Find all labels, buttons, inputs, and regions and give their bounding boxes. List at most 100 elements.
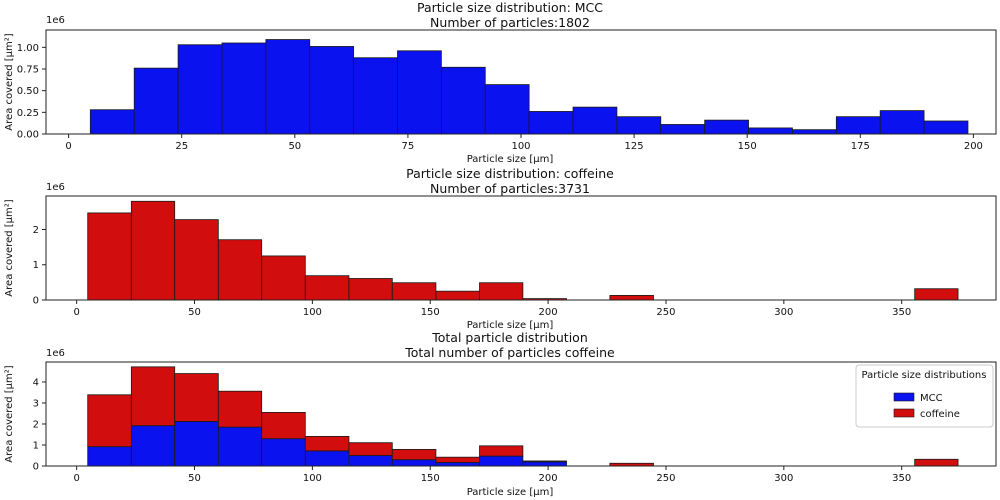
y-offset-label-total: 1e6 bbox=[46, 348, 65, 359]
x-tick-label-p1-3: 75 bbox=[402, 141, 415, 152]
bar-p1-mcc-8 bbox=[440, 66, 486, 135]
legend: Particle size distributions MCC coffeine bbox=[855, 364, 994, 428]
bar-p1-mcc-12 bbox=[616, 116, 662, 135]
chart-title-total: Total particle distribution bbox=[431, 330, 588, 345]
x-tick-label-p1-2: 50 bbox=[288, 141, 301, 152]
x-tick-label-p2-0: 0 bbox=[73, 307, 79, 318]
bar-p2-coffeine-19 bbox=[914, 288, 959, 301]
y-ticks-mcc: 0.00 0.25 0.50 0.75 1.00 bbox=[17, 43, 46, 141]
x-tick-label-p2-3: 150 bbox=[421, 307, 440, 318]
bar-p1-mcc-9 bbox=[484, 84, 530, 135]
bar-p1-mcc-13 bbox=[660, 124, 706, 135]
y-tick-label-p1-3: 0.75 bbox=[17, 65, 39, 76]
bar-p2-coffeine-2 bbox=[174, 219, 219, 301]
bar-p3-coffeine-19 bbox=[914, 458, 959, 467]
x-axis-label-coffeine: Particle size [µm] bbox=[467, 320, 554, 331]
bar-p1-mcc-6 bbox=[353, 57, 398, 135]
x-tick-label-p2-5: 250 bbox=[656, 307, 675, 318]
x-tick-label-p3-6: 300 bbox=[774, 473, 793, 484]
x-tick-label-p1-7: 175 bbox=[851, 141, 870, 152]
bar-p1-mcc-17 bbox=[835, 116, 881, 135]
bar-p1-mcc-11 bbox=[572, 106, 618, 135]
y-tick-label-p1-1: 0.25 bbox=[17, 108, 39, 119]
y-ticks-coffeine: 0 1 2 bbox=[33, 225, 46, 307]
x-tick-label-p3-0: 0 bbox=[73, 473, 79, 484]
x-axis-label-total: Particle size [µm] bbox=[467, 487, 554, 498]
bar-p3-mcc-0 bbox=[87, 446, 132, 467]
x-ticks-coffeine: 0 50 100 150 200 250 300 350 bbox=[73, 300, 911, 318]
y-tick-label-p1-0: 0.00 bbox=[17, 130, 39, 141]
x-tick-label-p3-5: 250 bbox=[656, 473, 675, 484]
y-axis-label-coffeine: Area covered [µm²] bbox=[4, 199, 15, 296]
x-tick-label-p3-4: 200 bbox=[539, 473, 558, 484]
bar-p1-mcc-3 bbox=[221, 42, 267, 135]
bar-p1-mcc-0 bbox=[89, 109, 135, 135]
y-tick-label-p2-1: 1 bbox=[33, 260, 39, 271]
x-tick-label-p3-1: 50 bbox=[188, 473, 201, 484]
bar-group-total bbox=[87, 366, 959, 467]
legend-title: Particle size distributions bbox=[862, 370, 987, 381]
bar-p3-coffeine-1 bbox=[130, 366, 176, 427]
legend-label-mcc: MCC bbox=[920, 393, 943, 404]
bar-p2-coffeine-4 bbox=[261, 255, 306, 301]
bar-p1-mcc-4 bbox=[265, 39, 311, 135]
bar-p3-coffeine-2 bbox=[174, 373, 219, 422]
bar-p3-mcc-9 bbox=[479, 455, 524, 467]
bar-p1-mcc-14 bbox=[704, 119, 749, 135]
x-tick-label-p3-2: 100 bbox=[303, 473, 322, 484]
bar-p3-coffeine-8 bbox=[435, 456, 480, 463]
bar-p1-mcc-7 bbox=[397, 50, 442, 135]
bar-p3-coffeine-7 bbox=[391, 448, 437, 461]
y-tick-label-p3-3: 3 bbox=[33, 398, 39, 409]
x-tick-label-p1-6: 150 bbox=[738, 141, 757, 152]
chart-subtitle-mcc: Number of particles:1802 bbox=[430, 15, 590, 30]
y-tick-label-p1-4: 1.00 bbox=[17, 43, 39, 54]
bar-p1-mcc-5 bbox=[309, 46, 355, 135]
chart-title-mcc: Particle size distribution: MCC bbox=[417, 0, 603, 15]
plot-frame-mcc bbox=[45, 29, 997, 135]
x-tick-label-p2-1: 50 bbox=[188, 307, 201, 318]
y-tick-label-p3-4: 4 bbox=[33, 377, 39, 388]
y-axis-label-mcc: Area covered [µm²] bbox=[4, 33, 15, 130]
bar-p1-mcc-16 bbox=[792, 129, 837, 135]
bar-p3-coffeine-3 bbox=[217, 390, 263, 428]
chart-panel-mcc: Particle size distribution: MCC Number o… bbox=[4, 0, 997, 165]
bar-p2-coffeine-5 bbox=[304, 275, 350, 301]
chart-panel-total: Total particle distribution Total number… bbox=[4, 330, 997, 498]
bar-p1-mcc-15 bbox=[748, 127, 793, 135]
bar-p3-coffeine-9 bbox=[479, 445, 524, 457]
bar-p2-coffeine-7 bbox=[391, 282, 437, 301]
bar-p2-coffeine-8 bbox=[435, 290, 480, 301]
x-tick-label-p1-4: 100 bbox=[511, 141, 530, 152]
x-tick-label-p2-2: 100 bbox=[303, 307, 322, 318]
y-tick-label-p2-2: 2 bbox=[33, 225, 39, 236]
bar-p3-mcc-3 bbox=[217, 426, 263, 467]
legend-swatch-mcc bbox=[893, 392, 915, 402]
y-tick-label-p3-0: 0 bbox=[33, 462, 39, 473]
bar-p3-mcc-8 bbox=[435, 462, 480, 467]
bar-p1-mcc-10 bbox=[528, 111, 574, 135]
bar-p3-coffeine-10 bbox=[522, 460, 567, 463]
bar-p3-mcc-6 bbox=[348, 455, 393, 467]
y-tick-label-p3-2: 2 bbox=[33, 419, 39, 430]
bar-p1-mcc-1 bbox=[133, 67, 179, 135]
x-tick-label-p1-8: 200 bbox=[964, 141, 983, 152]
bar-p2-coffeine-1 bbox=[130, 200, 176, 301]
x-axis-label-mcc: Particle size [µm] bbox=[467, 154, 554, 165]
legend-box bbox=[855, 364, 994, 428]
chart-title-coffeine: Particle size distribution: coffeine bbox=[406, 166, 614, 181]
chart-panel-coffeine: Particle size distribution: coffeine Num… bbox=[4, 166, 997, 331]
bar-p3-coffeine-0 bbox=[87, 394, 132, 448]
x-tick-label-p2-4: 200 bbox=[539, 307, 558, 318]
bar-p1-mcc-18 bbox=[879, 110, 925, 135]
y-tick-label-p1-2: 0.50 bbox=[17, 86, 39, 97]
bar-p2-coffeine-9 bbox=[479, 282, 524, 301]
y-axis-label-total: Area covered [µm²] bbox=[4, 365, 15, 462]
bar-p2-coffeine-6 bbox=[348, 278, 393, 301]
y-offset-label-mcc: 1e6 bbox=[46, 15, 65, 26]
y-ticks-total: 0 1 2 3 4 bbox=[33, 377, 46, 473]
x-tick-label-p3-7: 350 bbox=[892, 473, 911, 484]
bar-p3-coffeine-4 bbox=[261, 412, 306, 440]
bar-p2-coffeine-3 bbox=[217, 239, 263, 301]
